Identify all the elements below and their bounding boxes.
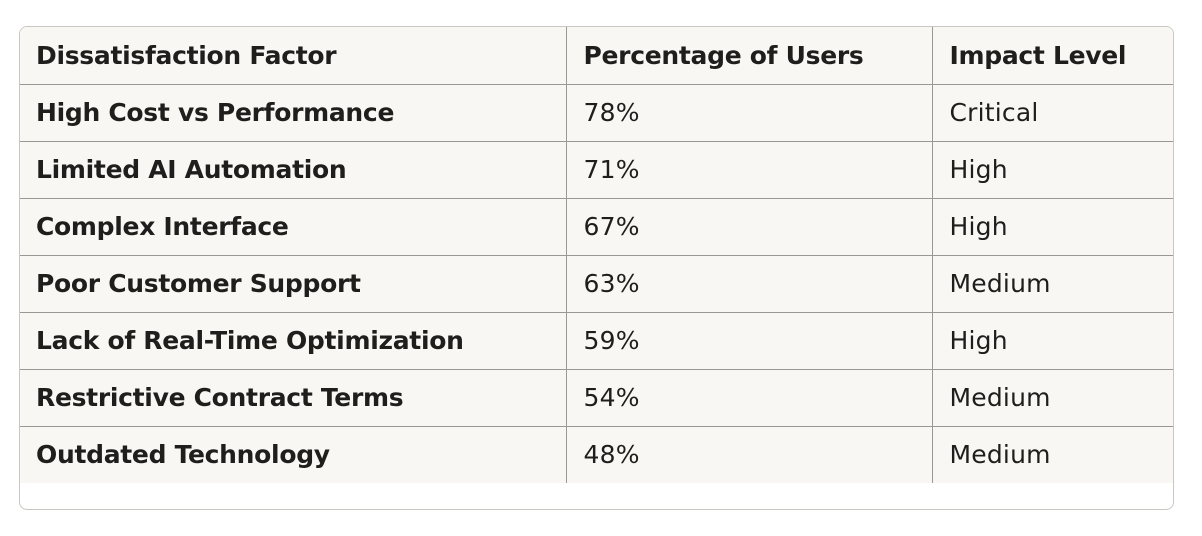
factor-cell: Poor Customer Support xyxy=(20,254,566,312)
factor-cell: Outdated Technology xyxy=(20,425,566,483)
factor-cell: Lack of Real-Time Optimization xyxy=(20,311,566,369)
dissatisfaction-table: Dissatisfaction Factor Percentage of Use… xyxy=(20,27,1173,483)
impact-cell: Medium xyxy=(931,368,1173,426)
impact-cell: High xyxy=(931,311,1173,369)
impact-cell: Critical xyxy=(931,83,1173,141)
header-percentage-of-users: Percentage of Users xyxy=(565,27,932,84)
header-dissatisfaction-factor: Dissatisfaction Factor xyxy=(36,40,337,70)
factor-cell: High Cost vs Performance xyxy=(20,83,566,141)
impact-cell: High xyxy=(931,197,1173,255)
percentage-cell: 67% xyxy=(565,197,932,255)
table-header-row: Dissatisfaction Factor Percentage of Use… xyxy=(20,27,1173,84)
impact-cell: High xyxy=(931,140,1173,198)
table-row: Restrictive Contract Terms 54% Medium xyxy=(20,368,1173,426)
percentage-cell: 78% xyxy=(565,83,932,141)
header-impact-level: Impact Level xyxy=(931,27,1173,84)
table-row: Poor Customer Support 63% Medium xyxy=(20,254,1173,312)
percentage-cell: 54% xyxy=(565,368,932,426)
percentage-cell: 71% xyxy=(565,140,932,198)
factor-cell: Restrictive Contract Terms xyxy=(20,368,566,426)
percentage-cell: 48% xyxy=(565,425,932,483)
factor-cell: Limited AI Automation xyxy=(20,140,566,198)
table-row: Lack of Real-Time Optimization 59% High xyxy=(20,311,1173,369)
percentage-cell: 63% xyxy=(565,254,932,312)
table-row: Complex Interface 67% High xyxy=(20,197,1173,255)
table-row: Limited AI Automation 71% High xyxy=(20,140,1173,198)
percentage-cell: 59% xyxy=(565,311,932,369)
factor-cell: Complex Interface xyxy=(20,197,566,255)
table-row: High Cost vs Performance 78% Critical xyxy=(20,83,1173,141)
impact-cell: Medium xyxy=(931,425,1173,483)
impact-cell: Medium xyxy=(931,254,1173,312)
table-row: Outdated Technology 48% Medium xyxy=(20,425,1173,483)
table-card: Dissatisfaction Factor Percentage of Use… xyxy=(19,26,1174,510)
